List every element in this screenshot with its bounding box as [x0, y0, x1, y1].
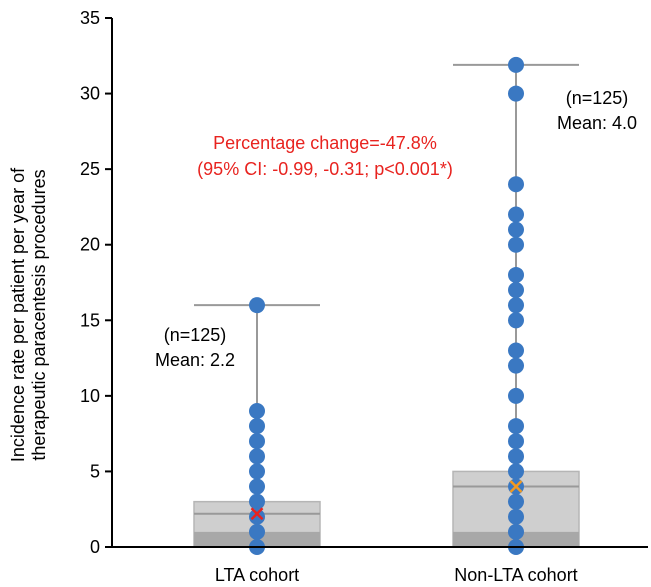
data-point-1-18 [508, 206, 524, 223]
data-point-1-13 [508, 297, 524, 314]
data-point-0-10 [249, 297, 265, 314]
data-point-0-9 [249, 402, 265, 419]
mean-marker-stroke-b-0 [250, 507, 264, 521]
data-point-1-20 [508, 85, 524, 102]
data-point-1-15 [508, 266, 524, 283]
data-point-1-16 [508, 236, 524, 253]
data-point-1-14 [508, 282, 524, 299]
data-point-1-5 [508, 463, 524, 480]
data-point-1-6 [508, 448, 524, 465]
group-1-mean-label: Mean: 4.0 [557, 113, 637, 133]
y-tick-label-6: 30 [80, 84, 100, 104]
data-point-0-2 [249, 508, 265, 525]
annotation-line-2: (95% CI: -0.99, -0.31; p<0.001*) [197, 159, 453, 179]
mean-marker-stroke-b-1 [509, 480, 523, 493]
data-point-1-7 [508, 433, 524, 450]
y-axis-title: Incidence rate per patient per year of t… [8, 167, 49, 462]
group-0-mean-label: Mean: 2.2 [155, 350, 235, 370]
mean-marker-1 [509, 480, 523, 493]
data-point-1-11 [508, 342, 524, 359]
annotation-line-1: Percentage change=-47.8% [213, 133, 437, 153]
y-tick-label-3: 15 [80, 310, 100, 330]
y-tick-label-4: 20 [80, 235, 100, 255]
y-tick-label-0: 0 [90, 537, 100, 557]
y-tick-label-1: 5 [90, 461, 100, 481]
group-0-n-label: (n=125) [164, 325, 227, 345]
data-point-0-1 [249, 523, 265, 540]
group-1-n-label: (n=125) [566, 88, 629, 108]
x-tick-label-1: Non-LTA cohort [454, 565, 577, 585]
data-point-1-21 [508, 56, 524, 73]
data-point-0-5 [249, 463, 265, 480]
data-point-0-8 [249, 418, 265, 435]
data-point-1-2 [508, 508, 524, 525]
points-layer [249, 56, 524, 555]
data-point-1-19 [508, 176, 524, 193]
data-point-0-3 [249, 493, 265, 510]
y-axis-title-line-2: therapeutic paracentesis procedures [29, 169, 49, 460]
data-point-1-8 [508, 418, 524, 435]
data-point-0-6 [249, 448, 265, 465]
y-tick-label-7: 35 [80, 8, 100, 28]
data-point-1-12 [508, 312, 524, 329]
mean-marker-0 [250, 507, 264, 521]
data-point-1-1 [508, 523, 524, 540]
axis-layer: LTA cohort Non-LTA cohort 0 5 10 15 20 25 30 35 [80, 8, 648, 585]
y-tick-label-2: 10 [80, 386, 100, 406]
data-point-1-10 [508, 357, 524, 374]
data-point-1-9 [508, 387, 524, 404]
y-axis-title-line-1: Incidence rate per patient per year of [8, 167, 28, 462]
data-point-1-3 [508, 493, 524, 510]
data-point-0-4 [249, 478, 265, 495]
data-point-1-17 [508, 221, 524, 238]
y-tick-label-5: 25 [80, 159, 100, 179]
x-tick-label-0: LTA cohort [215, 565, 299, 585]
data-point-0-7 [249, 433, 265, 450]
